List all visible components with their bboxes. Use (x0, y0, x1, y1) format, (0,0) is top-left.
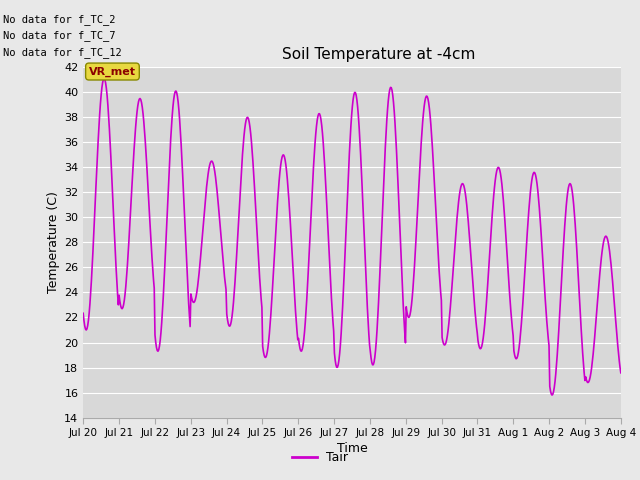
Y-axis label: Temperature (C): Temperature (C) (47, 192, 60, 293)
Text: VR_met: VR_met (89, 66, 136, 77)
Text: No data for f_TC_2: No data for f_TC_2 (3, 13, 116, 24)
Text: No data for f_TC_7: No data for f_TC_7 (3, 30, 116, 41)
Title: Soil Temperature at -4cm: Soil Temperature at -4cm (282, 47, 476, 62)
X-axis label: Time: Time (337, 442, 367, 455)
Legend: Tair: Tair (287, 446, 353, 469)
Text: No data for f_TC_12: No data for f_TC_12 (3, 47, 122, 58)
